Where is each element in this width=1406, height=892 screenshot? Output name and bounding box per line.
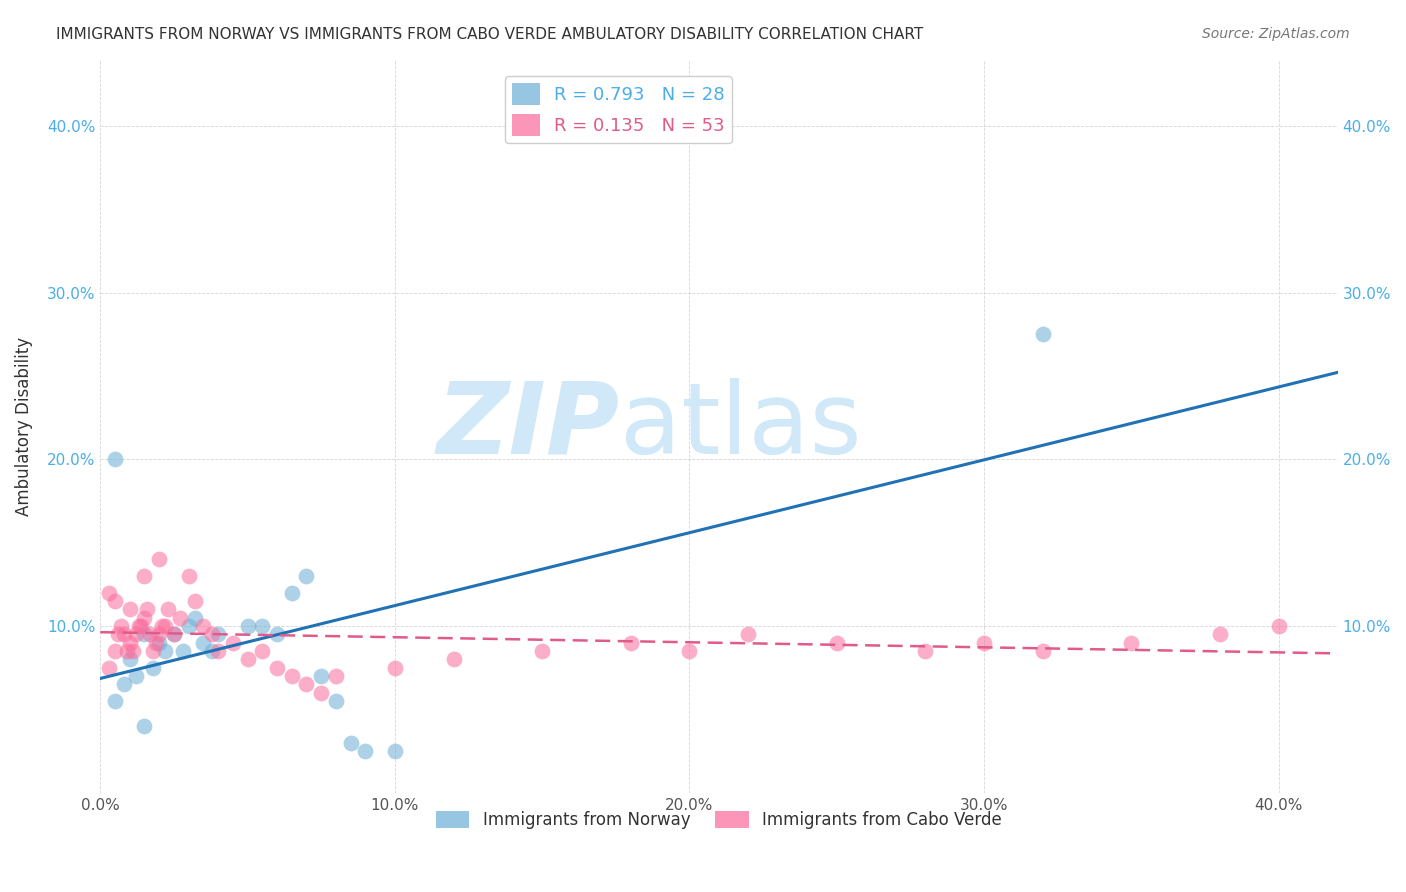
Point xyxy=(131,619,153,633)
Point xyxy=(354,744,377,758)
Point xyxy=(973,636,995,650)
Point xyxy=(156,602,179,616)
Point xyxy=(172,644,194,658)
Point xyxy=(236,652,259,666)
Point xyxy=(236,619,259,633)
Point xyxy=(295,569,318,583)
Point xyxy=(139,627,162,641)
Point xyxy=(124,627,146,641)
Point xyxy=(104,694,127,708)
Point xyxy=(825,636,848,650)
Text: Source: ZipAtlas.com: Source: ZipAtlas.com xyxy=(1202,27,1350,41)
Point xyxy=(281,585,304,599)
Point xyxy=(145,636,167,650)
Point xyxy=(177,619,200,633)
Point xyxy=(384,744,406,758)
Point xyxy=(118,636,141,650)
Point xyxy=(201,627,224,641)
Point xyxy=(118,652,141,666)
Point xyxy=(124,669,146,683)
Point xyxy=(295,677,318,691)
Point xyxy=(309,669,332,683)
Point xyxy=(309,686,332,700)
Point xyxy=(136,602,159,616)
Point xyxy=(1032,644,1054,658)
Point xyxy=(207,627,229,641)
Point xyxy=(193,619,215,633)
Point xyxy=(112,677,135,691)
Point xyxy=(339,736,361,750)
Point xyxy=(98,661,121,675)
Point xyxy=(183,611,205,625)
Point xyxy=(128,619,150,633)
Point xyxy=(104,452,127,467)
Point xyxy=(112,627,135,641)
Point xyxy=(325,694,347,708)
Point xyxy=(142,644,165,658)
Y-axis label: Ambulatory Disability: Ambulatory Disability xyxy=(15,336,32,516)
Legend: Immigrants from Norway, Immigrants from Cabo Verde: Immigrants from Norway, Immigrants from … xyxy=(429,804,1008,836)
Point xyxy=(325,669,347,683)
Point xyxy=(134,719,156,733)
Point xyxy=(1121,636,1143,650)
Point xyxy=(104,644,127,658)
Point xyxy=(118,602,141,616)
Point xyxy=(1209,627,1232,641)
Point xyxy=(1032,327,1054,342)
Point xyxy=(619,636,641,650)
Point xyxy=(142,661,165,675)
Point xyxy=(201,644,224,658)
Point xyxy=(134,627,156,641)
Text: IMMIGRANTS FROM NORWAY VS IMMIGRANTS FROM CABO VERDE AMBULATORY DISABILITY CORRE: IMMIGRANTS FROM NORWAY VS IMMIGRANTS FRO… xyxy=(56,27,924,42)
Point xyxy=(252,644,274,658)
Point xyxy=(678,644,700,658)
Point xyxy=(177,569,200,583)
Point xyxy=(443,652,465,666)
Point xyxy=(266,661,288,675)
Text: ZIP: ZIP xyxy=(437,377,620,475)
Point xyxy=(384,661,406,675)
Text: atlas: atlas xyxy=(620,377,862,475)
Point xyxy=(107,627,129,641)
Point xyxy=(252,619,274,633)
Point xyxy=(914,644,936,658)
Point xyxy=(148,627,170,641)
Point xyxy=(266,627,288,641)
Point xyxy=(153,644,176,658)
Point xyxy=(163,627,186,641)
Point xyxy=(1267,619,1289,633)
Point xyxy=(121,644,143,658)
Point xyxy=(134,611,156,625)
Point xyxy=(98,585,121,599)
Point xyxy=(148,636,170,650)
Point xyxy=(163,627,186,641)
Point xyxy=(153,619,176,633)
Point xyxy=(104,594,127,608)
Point xyxy=(222,636,245,650)
Point xyxy=(115,644,138,658)
Point xyxy=(134,569,156,583)
Point xyxy=(207,644,229,658)
Point xyxy=(193,636,215,650)
Point xyxy=(183,594,205,608)
Point xyxy=(281,669,304,683)
Point xyxy=(110,619,132,633)
Point xyxy=(169,611,191,625)
Point xyxy=(531,644,554,658)
Point xyxy=(148,552,170,566)
Point xyxy=(150,619,173,633)
Point xyxy=(737,627,759,641)
